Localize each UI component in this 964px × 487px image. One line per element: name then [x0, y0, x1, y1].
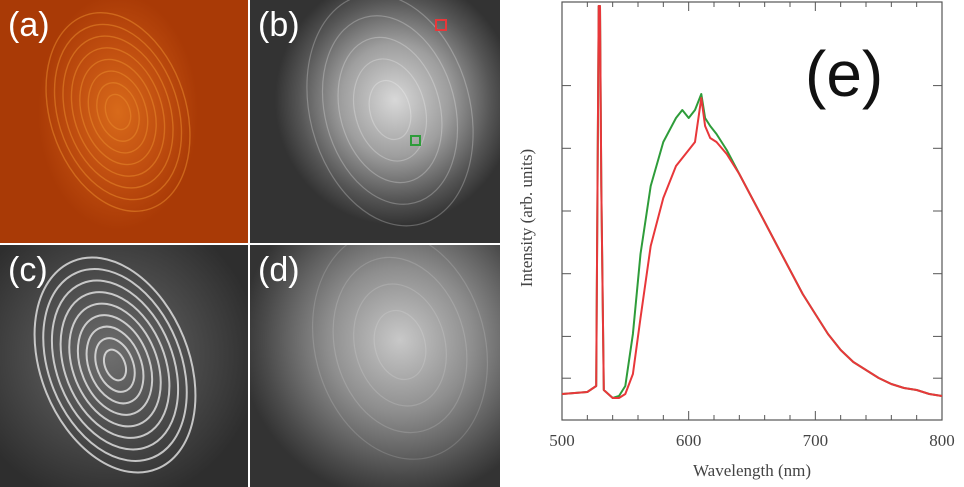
x-tick-label-500: 500 — [549, 431, 575, 450]
fingerprint-ridges-c — [33, 256, 197, 474]
series-group — [561, 5, 943, 399]
series-line-green — [561, 5, 943, 399]
x-axis-label: Wavelength (nm) — [693, 461, 811, 480]
plot-frame — [561, 1, 943, 421]
fingerprint-grayscale-d: (d) — [250, 245, 500, 487]
spectrum-chart-svg: 500 600 700 800 (e) Wavelength (nm) Intensi… — [517, 1, 955, 480]
fingerprint-photo-orange: (a) — [0, 0, 248, 243]
fingerprint-grayscale-b: (b) — [250, 0, 500, 243]
chart-panel-label: (e) — [805, 38, 883, 110]
panel-label-b: (b) — [258, 6, 300, 44]
fingerprint-grayscale-c: (c) — [0, 245, 248, 487]
red-roi-marker — [435, 19, 447, 31]
axis-ticks — [561, 2, 943, 420]
x-tick-label-600: 600 — [676, 431, 702, 450]
panel-label-a: (a) — [8, 6, 50, 44]
fingerprint-ridges-b — [306, 0, 474, 227]
series-line-red — [561, 5, 943, 399]
panel-label-d: (d) — [258, 251, 300, 289]
fingerprint-ridges — [45, 12, 191, 212]
x-tick-label-800: 800 — [929, 431, 955, 450]
green-roi-marker — [410, 135, 421, 146]
x-tick-label-700: 700 — [803, 431, 829, 450]
fingerprint-ridges-d — [311, 245, 489, 460]
spectrum-chart: 500 600 700 800 (e) Wavelength (nm) Intensi… — [500, 0, 964, 487]
y-axis-label: Intensity (arb. units) — [517, 149, 536, 287]
panel-label-c: (c) — [8, 251, 48, 289]
x-tick-labels: 500 600 700 800 — [549, 431, 955, 450]
